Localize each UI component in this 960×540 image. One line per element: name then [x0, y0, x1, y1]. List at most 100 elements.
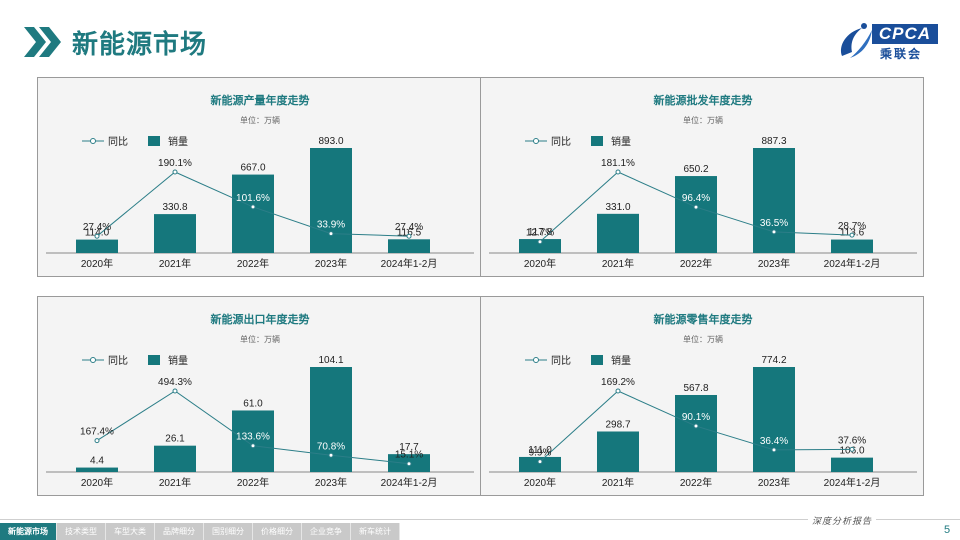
yoy-point [250, 204, 256, 210]
chart-unit: 单位：万辆 [683, 334, 723, 344]
x-tick-label: 2023年 [758, 476, 790, 489]
yoy-point [693, 204, 699, 210]
x-tick-label: 2022年 [237, 257, 269, 270]
x-tick-label: 2023年 [315, 476, 347, 489]
x-tick-label: 2022年 [237, 476, 269, 489]
x-tick-label: 2024年1-2月 [381, 476, 438, 489]
header: 新能源市场 CPCA 乘联会 [0, 0, 960, 70]
chart-legend: 同比 销量 [82, 354, 188, 367]
x-tick-label: 2023年 [315, 257, 347, 270]
bar [753, 148, 795, 253]
chart-panel-wholesale: 新能源批发年度走势 单位：万辆 同比 销量 117.8 2020年 331.0 2021年 65… [480, 77, 924, 277]
logo-subtext: 乘联会 [880, 47, 923, 61]
bar-value-label: 893.0 [318, 136, 343, 147]
bar [310, 148, 352, 253]
chart-legend: 同比 销量 [82, 135, 188, 148]
x-tick-label: 2021年 [159, 476, 191, 489]
nav-tab-2[interactable]: 车型大类 [106, 523, 155, 540]
yoy-point [849, 446, 855, 452]
yoy-point [406, 461, 412, 467]
bar-value-label: 331.0 [605, 202, 630, 213]
yoy-point [94, 438, 100, 444]
nav-tab-4[interactable]: 国别细分 [204, 523, 253, 540]
bar-value-label: 330.8 [162, 202, 187, 213]
bar [154, 214, 196, 253]
yoy-point [771, 229, 777, 235]
bar-value-label: 116.5 [397, 227, 422, 238]
x-tick-label: 2020年 [524, 476, 556, 489]
yoy-value-label: 133.6% [236, 432, 270, 443]
legend-bar-icon [148, 355, 160, 365]
nav-tab-3[interactable]: 品牌细分 [155, 523, 204, 540]
yoy-value-label: 9.9% [529, 448, 552, 459]
yoy-value-label: 181.1% [601, 158, 635, 169]
x-tick-label: 2020年 [524, 257, 556, 270]
x-tick-label: 2022年 [680, 257, 712, 270]
bar-value-label: 667.0 [240, 163, 265, 174]
yoy-value-label: 36.4% [760, 436, 788, 447]
bar [232, 174, 274, 253]
legend-label-yoy: 同比 [108, 136, 128, 148]
legend-bar-icon [591, 136, 603, 146]
footer-tagline: 深度分析报告 [808, 514, 877, 527]
chart-panel-export: 新能源出口年度走势 单位：万辆 同比 销量 4.4 2020年 26.1 2021年 61.0 2… [37, 296, 481, 496]
legend-marker-icon [90, 138, 96, 144]
yoy-point [406, 233, 412, 239]
legend-marker-icon [533, 138, 539, 144]
bar [519, 456, 561, 472]
yoy-value-label: 70.8% [317, 441, 345, 452]
nav-tab-0[interactable]: 新能源市场 [0, 523, 57, 540]
legend-bar-icon [148, 136, 160, 146]
page-title: 新能源市场 [72, 29, 208, 59]
bar-value-label: 61.0 [243, 398, 263, 409]
yoy-point [172, 388, 178, 394]
yoy-value-label: 90.1% [682, 412, 710, 423]
bottom-nav: 新能源市场 技术类型 车型大类 品牌细分 国别细分 价格细分 企业竞争 新车统计 [0, 523, 400, 540]
x-tick-label: 2024年1-2月 [824, 476, 881, 489]
yoy-value-label: 96.4% [682, 193, 710, 204]
logo-swirl-icon [840, 23, 872, 58]
nav-tab-7[interactable]: 新车统计 [351, 523, 400, 540]
bar [76, 239, 118, 253]
bar [675, 176, 717, 253]
legend-label-yoy: 同比 [551, 355, 571, 367]
x-tick-label: 2020年 [81, 257, 113, 270]
bar [597, 213, 639, 253]
yoy-value-label: 167.4% [80, 427, 114, 438]
yoy-value-label: 27.4% [83, 222, 111, 233]
nav-tab-1[interactable]: 技术类型 [57, 523, 106, 540]
yoy-value-label: 15.1% [395, 450, 423, 461]
yoy-point [172, 169, 178, 175]
yoy-point [94, 233, 100, 239]
yoy-value-label: 101.6% [236, 193, 270, 204]
x-tick-label: 2023年 [758, 257, 790, 270]
yoy-point [537, 459, 543, 465]
yoy-value-label: 190.1% [158, 158, 192, 169]
bar-value-label: 887.3 [761, 136, 786, 147]
bar [753, 367, 795, 472]
chevron-right-icon [24, 27, 61, 57]
chart-title: 新能源零售年度走势 [654, 312, 753, 326]
yoy-value-label: 28.7% [838, 221, 866, 232]
nav-tab-6[interactable]: 企业竞争 [302, 523, 351, 540]
legend-bar-icon [591, 355, 603, 365]
legend-label-yoy: 同比 [551, 136, 571, 148]
chart-legend: 同比 销量 [525, 354, 631, 367]
legend-marker-icon [533, 357, 539, 363]
bar [597, 431, 639, 472]
chart-panel-retail: 新能源零售年度走势 单位：万辆 同比 销量 111.0 2020年 298.7 2021年 56… [480, 296, 924, 496]
x-tick-label: 2022年 [680, 476, 712, 489]
bar-value-label: 4.4 [90, 456, 104, 467]
legend-label-yoy: 同比 [108, 355, 128, 367]
bar [154, 445, 196, 472]
page-number: 5 [944, 524, 951, 536]
bar-value-label: 17.7 [399, 442, 419, 453]
yoy-point [693, 423, 699, 429]
bar-value-label: 104.1 [318, 355, 343, 366]
nav-tab-5[interactable]: 价格细分 [253, 523, 302, 540]
bar [519, 239, 561, 253]
bar [76, 467, 118, 472]
x-tick-label: 2024年1-2月 [381, 257, 438, 270]
